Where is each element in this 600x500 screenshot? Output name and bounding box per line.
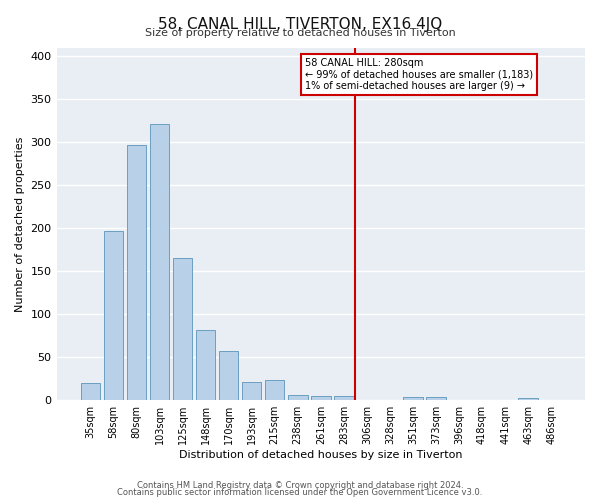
- Text: Contains public sector information licensed under the Open Government Licence v3: Contains public sector information licen…: [118, 488, 482, 497]
- Text: 58, CANAL HILL, TIVERTON, EX16 4JQ: 58, CANAL HILL, TIVERTON, EX16 4JQ: [158, 18, 442, 32]
- Bar: [127, 144, 146, 400]
- Y-axis label: Number of detached properties: Number of detached properties: [15, 136, 25, 312]
- Bar: [173, 258, 193, 400]
- Bar: [334, 396, 353, 400]
- Bar: [104, 230, 123, 400]
- Bar: [219, 351, 238, 400]
- Bar: [242, 382, 262, 400]
- Bar: [288, 395, 308, 400]
- Bar: [265, 380, 284, 400]
- Bar: [149, 124, 169, 400]
- Bar: [311, 396, 331, 400]
- Text: 58 CANAL HILL: 280sqm
← 99% of detached houses are smaller (1,183)
1% of semi-de: 58 CANAL HILL: 280sqm ← 99% of detached …: [305, 58, 533, 91]
- Bar: [80, 383, 100, 400]
- Text: Size of property relative to detached houses in Tiverton: Size of property relative to detached ho…: [145, 28, 455, 38]
- Text: Contains HM Land Registry data © Crown copyright and database right 2024.: Contains HM Land Registry data © Crown c…: [137, 480, 463, 490]
- Bar: [196, 330, 215, 400]
- Bar: [403, 397, 423, 400]
- X-axis label: Distribution of detached houses by size in Tiverton: Distribution of detached houses by size …: [179, 450, 463, 460]
- Bar: [518, 398, 538, 400]
- Bar: [426, 397, 446, 400]
